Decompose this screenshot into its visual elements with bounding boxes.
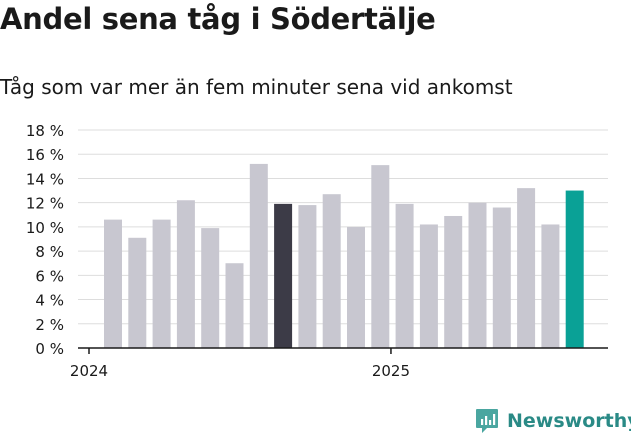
y-tick-label: 6 % — [35, 267, 64, 285]
bar — [468, 202, 487, 348]
bar — [249, 163, 268, 348]
y-tick-label: 8 % — [35, 243, 64, 261]
y-tick-label: 4 % — [35, 292, 64, 310]
bars — [104, 163, 584, 348]
bar — [298, 205, 317, 348]
bar — [274, 203, 293, 348]
bar — [565, 190, 584, 348]
bar — [347, 226, 365, 348]
bar — [201, 228, 220, 348]
y-axis-tick-labels: 0 % 2 % 4 % 6 % 8 % 10 % 12 % 14 % 16 % 18 % — [26, 122, 64, 358]
bar — [395, 203, 414, 348]
bar — [492, 207, 511, 348]
y-tick-label: 12 % — [26, 195, 64, 213]
bar — [104, 219, 122, 348]
bar — [225, 263, 244, 348]
y-tick-label: 0 % — [35, 340, 64, 358]
y-tick-label: 2 % — [35, 316, 64, 334]
x-axis: 2024 2025 — [70, 347, 608, 380]
chart-title: Andel sena tåg i Södertälje — [0, 2, 436, 36]
x-tick-label: 2025 — [372, 362, 410, 380]
y-tick-label: 14 % — [26, 170, 64, 188]
bar — [371, 165, 390, 348]
bar — [419, 224, 438, 348]
bar — [128, 237, 147, 348]
bar — [541, 224, 560, 348]
x-tick-label: 2024 — [70, 362, 108, 380]
bar — [444, 215, 463, 348]
y-tick-label: 10 % — [26, 219, 64, 237]
brand-logo: Newsworthy — [475, 408, 631, 434]
bar — [176, 200, 195, 348]
bar — [517, 188, 536, 348]
brand-name: Newsworthy — [507, 410, 631, 432]
y-tick-label: 18 % — [26, 122, 64, 140]
bar — [152, 219, 171, 348]
bar — [322, 194, 341, 348]
y-tick-label: 16 % — [26, 146, 64, 164]
newsworthy-logo-icon — [476, 409, 498, 433]
chart-subtitle: Tåg som var mer än fem minuter sena vid … — [0, 75, 513, 99]
